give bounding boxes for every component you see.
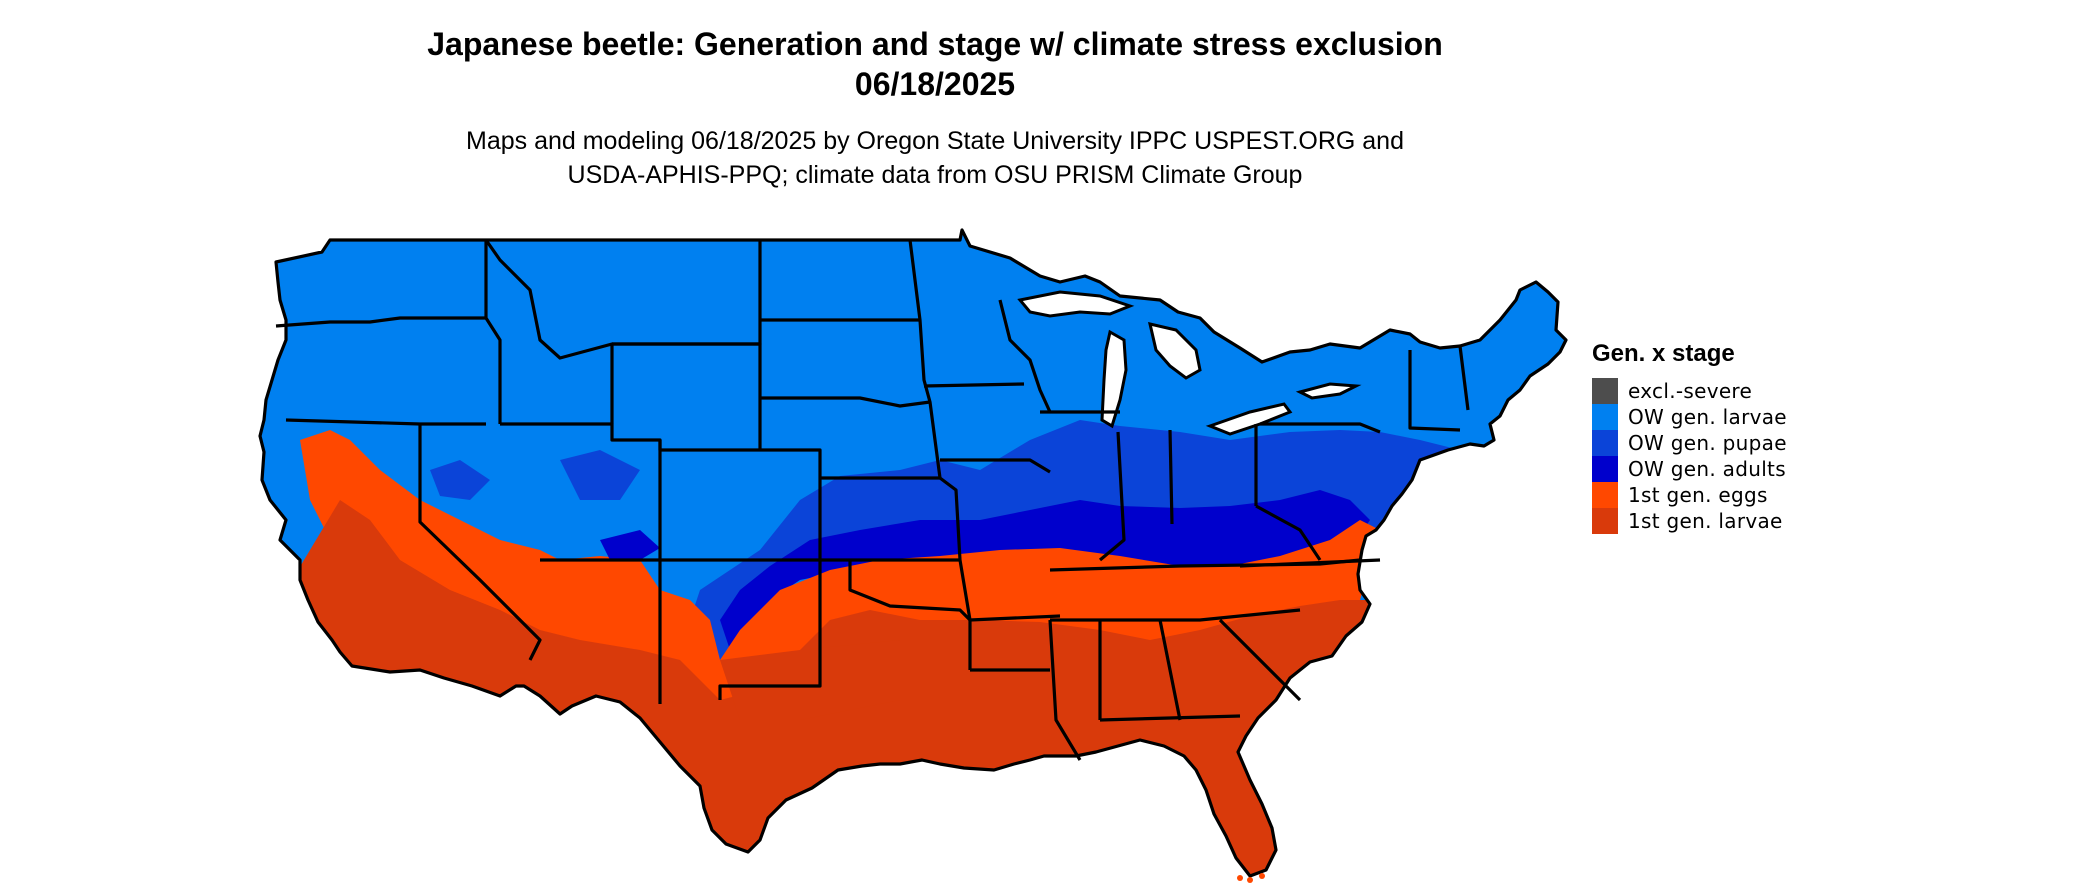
coastal-specks [1237, 873, 1265, 883]
border-nd-mn [908, 239, 972, 670]
border-wv-va [1255, 504, 1322, 561]
border-wa-or [275, 316, 486, 328]
border-ga-sc [1218, 618, 1302, 702]
legend-title: Gen. x stage [1592, 340, 1735, 367]
legend-item: OW gen. pupae [1592, 430, 1787, 456]
lake-ontario [1295, 382, 1362, 400]
keys-speck-2 [1247, 877, 1253, 883]
border-id-west [484, 240, 502, 424]
border-sd-ne [760, 396, 931, 408]
keys-speck-1 [1237, 875, 1243, 881]
border-pa-ny [1260, 422, 1381, 434]
border-va-nc [1239, 558, 1381, 568]
legend-item: excl.-severe [1592, 378, 1787, 404]
legend-item: 1st gen. larvae [1592, 508, 1787, 534]
border-mn-ia [923, 382, 1025, 388]
border-ia-mo [940, 458, 1051, 474]
legend-swatch [1592, 404, 1618, 430]
legend-swatch [1592, 456, 1618, 482]
lake-michigan [1100, 329, 1128, 429]
border-nh-me [1458, 345, 1470, 411]
border-al-ga [1158, 619, 1182, 721]
border-ca-nv-diag [418, 424, 542, 661]
legend-label: excl.-severe [1628, 379, 1753, 403]
legend-swatch [1592, 482, 1618, 508]
legend-items: excl.-severe OW gen. larvae OW gen. pupae O… [1592, 378, 1787, 534]
stage-color-fields [260, 230, 1566, 876]
map-title: Japanese beetle: Generation and stage w/… [0, 24, 1870, 104]
border-nv-ut [500, 422, 662, 560]
subtitle-line-1: Maps and modeling 06/18/2025 by Oregon S… [466, 127, 1404, 155]
subtitle-line-2: USDA-APHIS-PPQ; climate data from OSU PR… [567, 161, 1303, 189]
legend: Gen. x stage excl.-severe OW gen. larvae O… [1592, 340, 1787, 534]
state-borders [258, 228, 1568, 878]
title-line-2: 06/18/2025 [854, 66, 1016, 102]
legend-swatch [1592, 430, 1618, 456]
border-ga-fl [1099, 714, 1241, 722]
west-pupae-patch-2 [560, 450, 640, 500]
west-pupae-patch [430, 460, 490, 500]
border-in-oh [1168, 429, 1174, 525]
legend-swatch [1592, 378, 1618, 404]
border-la-ms [1048, 619, 1082, 761]
legend-label: 1st gen. larvae [1628, 509, 1783, 533]
keys-speck-3 [1259, 873, 1265, 879]
ow-adults-field [720, 490, 1370, 650]
border-mt-wy [612, 240, 762, 346]
border-nm-tx [718, 560, 822, 700]
great-lakes [1017, 290, 1362, 436]
map-subtitle: Maps and modeling 06/18/2025 by Oregon S… [0, 124, 1870, 192]
border-ut-co [658, 440, 822, 560]
legend-item: OW gen. larvae [1592, 404, 1787, 430]
legend-label: OW gen. pupae [1628, 431, 1787, 455]
border-mo-ar [969, 614, 1061, 622]
legend-item: OW gen. adults [1592, 456, 1787, 482]
texas-larvae-patch [720, 640, 900, 720]
legend-swatch [1592, 508, 1618, 534]
border-ok-tx [848, 560, 972, 622]
border-il-in [1098, 431, 1126, 562]
legend-label: OW gen. adults [1628, 457, 1786, 481]
lake-superior [1017, 290, 1135, 318]
legend-label: 1st gen. eggs [1628, 483, 1768, 507]
lake-huron [1147, 321, 1202, 380]
west-adults-patch [600, 530, 660, 560]
border-mn-wi [998, 299, 1052, 413]
legend-item: 1st gen. eggs [1592, 482, 1787, 508]
title-line-1: Japanese beetle: Generation and stage w/… [427, 26, 1443, 62]
legend-label: OW gen. larvae [1628, 405, 1787, 429]
border-ny-vt-ma [1408, 350, 1461, 432]
lake-erie [1205, 402, 1293, 436]
